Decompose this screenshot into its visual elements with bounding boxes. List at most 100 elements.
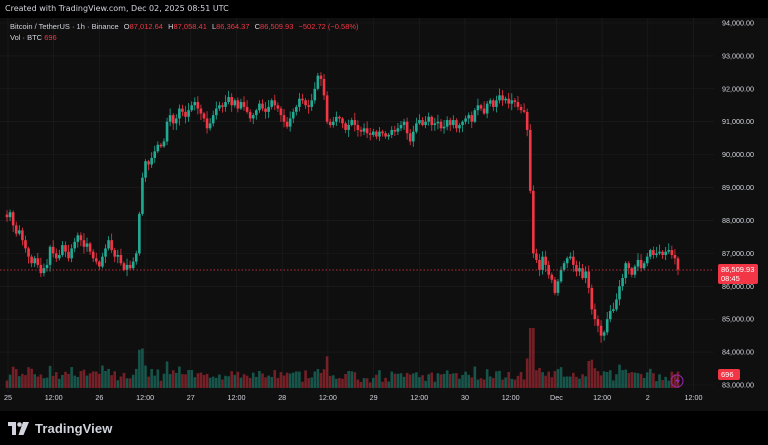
candle-body [128, 264, 132, 269]
candle-body [51, 246, 55, 254]
volume-bar [122, 372, 126, 388]
volume-bar [476, 379, 480, 388]
volume-bar [138, 349, 141, 388]
volume-bar [316, 369, 320, 388]
volume-bar [371, 377, 375, 388]
volume-bar [73, 375, 77, 388]
volume-bar [501, 379, 504, 388]
volume-bar [153, 375, 157, 388]
volume-bar [181, 374, 184, 388]
volume-bar [445, 370, 449, 388]
candle-body [48, 246, 52, 265]
candlestick-chart[interactable]: 94,000.00 93,000.00 92,000.00 91,000.00 90,0… [0, 0, 768, 411]
volume-bar [94, 371, 98, 388]
symbol-legend[interactable]: Bitcoin / TetherUS · 1h · Binance O87,01… [10, 22, 362, 31]
candle-body [282, 115, 286, 122]
candle-body [455, 120, 458, 129]
candle-body [538, 259, 541, 270]
volume-bar [504, 377, 507, 388]
candle-body [525, 111, 529, 130]
time-tick-label: 12:00 [502, 393, 520, 402]
candle-body [67, 251, 70, 259]
volume-bar [670, 371, 674, 388]
time-tick-label: 29 [370, 393, 378, 402]
candle-body [338, 116, 341, 119]
volume-bar [676, 371, 680, 388]
volume-bar [178, 366, 181, 388]
volume-bar [664, 376, 667, 388]
candle-body [156, 144, 160, 152]
candle-body [593, 309, 597, 320]
candle-body [384, 133, 387, 137]
volume-bar [110, 375, 113, 388]
candle-body [615, 299, 618, 310]
volume-bar [98, 373, 101, 388]
volume-bar [575, 376, 578, 388]
candle-body [134, 253, 138, 262]
candle-body [335, 116, 338, 122]
time-tick-label: 12:00 [45, 393, 63, 402]
volume-bar [581, 374, 584, 388]
candle-body [661, 251, 664, 256]
volume-bar [402, 376, 406, 388]
volume-bar [215, 377, 218, 388]
chart-area[interactable] [0, 18, 768, 411]
candle-body [522, 110, 526, 112]
volume-bar [461, 374, 464, 388]
volume-bar [624, 369, 627, 388]
candle-body [245, 106, 249, 112]
volume-bar [211, 376, 215, 388]
volume-bar [221, 379, 224, 388]
symbol-name[interactable]: Bitcoin / TetherUS · 1h · Binance [10, 22, 119, 31]
volume-legend[interactable]: Vol · BTC 696 [10, 33, 57, 42]
candle-body [359, 129, 363, 132]
volume-bar [433, 381, 437, 388]
candle-body [288, 118, 292, 127]
candle-body [276, 105, 280, 109]
volume-bar [393, 373, 397, 388]
candle-body [21, 230, 24, 241]
candle-body [405, 121, 409, 134]
candle-body [150, 157, 153, 165]
candle-body [516, 101, 520, 107]
candle-body [42, 268, 46, 274]
candle-body [670, 250, 674, 256]
candle-body [433, 123, 437, 126]
price-tick-label: 84,000.00 [722, 348, 754, 357]
volume-bar [655, 381, 658, 388]
candle-body [227, 97, 230, 102]
price-tick-label: 91,000.00 [722, 117, 754, 126]
volume-bar [621, 370, 624, 388]
candle-body [85, 243, 89, 247]
volume-bar [208, 377, 212, 388]
tradingview-logo[interactable]: TradingView [8, 420, 112, 436]
volume-bar [673, 374, 677, 388]
ohlc-open: 87,012.64 [129, 22, 163, 31]
volume-bar [467, 374, 470, 388]
volume-bar [578, 378, 581, 388]
candle-body [279, 108, 283, 116]
lightning-icon[interactable] [670, 374, 684, 388]
candle-body [608, 310, 612, 320]
volume-bar [48, 365, 52, 388]
volume-bar [572, 372, 575, 388]
volume-bar [618, 364, 621, 388]
candle-body [264, 108, 267, 112]
candle-body [73, 241, 77, 249]
candle-body [236, 100, 240, 109]
candle-body [344, 123, 347, 130]
candle-body [602, 332, 606, 336]
candle-body [535, 253, 538, 260]
candle-body [307, 105, 310, 107]
volume-bars [5, 328, 680, 388]
candle-body [652, 250, 655, 256]
volume-bar [667, 380, 671, 388]
candle-body [205, 118, 209, 129]
volume-bar [255, 376, 258, 388]
time-tick-label: 30 [461, 393, 469, 402]
candle-body [165, 121, 169, 142]
volume-bar [288, 373, 292, 388]
price-tick-label: 93,000.00 [722, 51, 754, 60]
volume-bar [470, 377, 474, 388]
tradingview-logo-text: TradingView [35, 420, 113, 436]
